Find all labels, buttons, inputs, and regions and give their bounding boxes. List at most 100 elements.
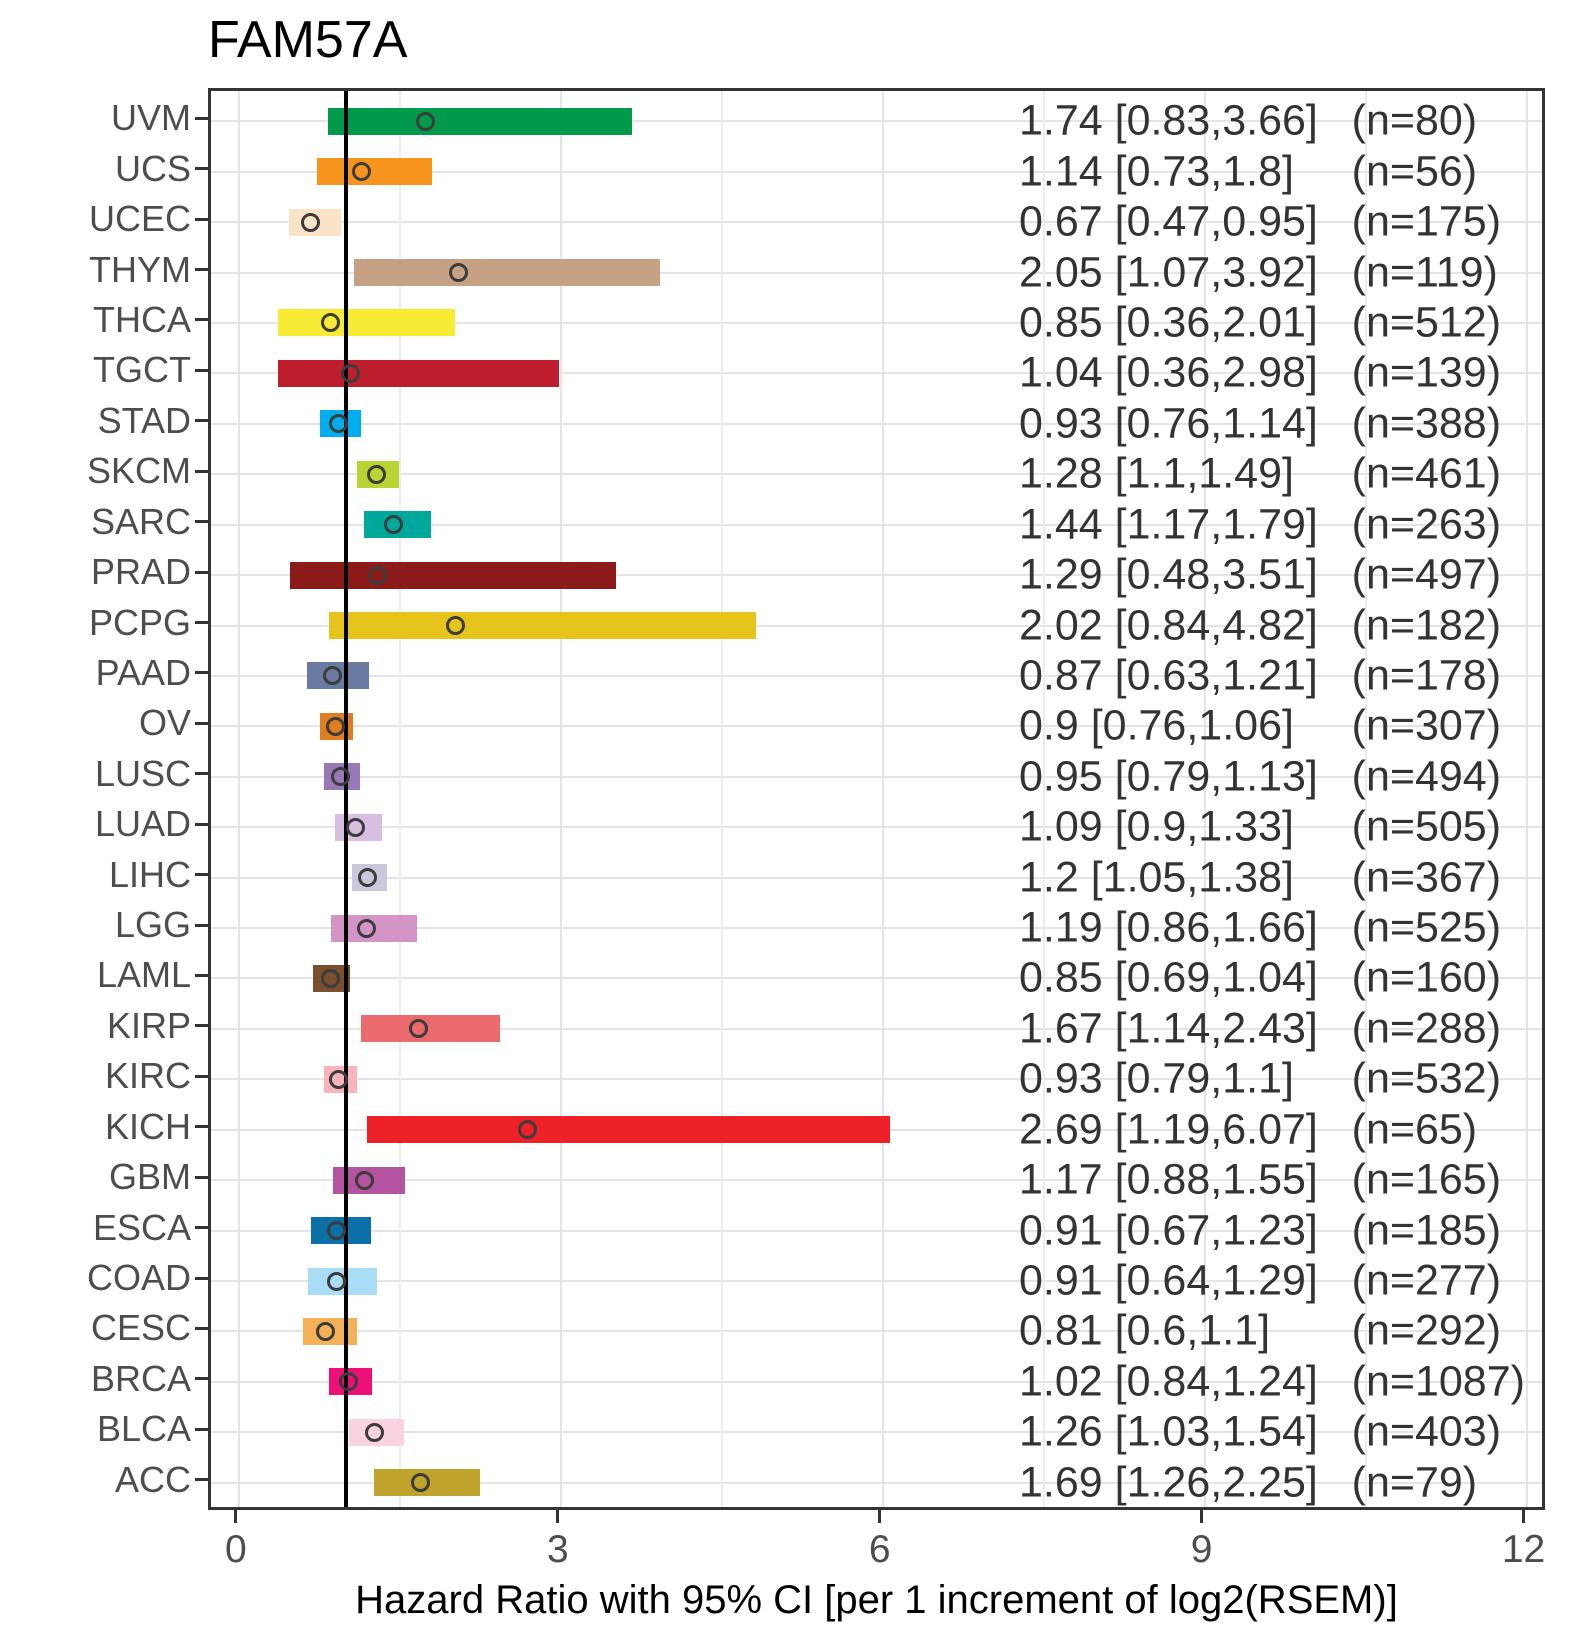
y-axis-label: ESCA xyxy=(92,1206,191,1248)
y-tick-mark xyxy=(195,469,208,473)
hr-ci-text: 1.2 [1.05,1.38] xyxy=(1018,853,1294,902)
y-tick-mark xyxy=(195,1478,208,1482)
y-axis-label: ACC xyxy=(114,1458,191,1500)
hr-ci-text: 1.17 [0.88,1.55] xyxy=(1018,1155,1318,1204)
sample-size-text: (n=497) xyxy=(1351,550,1502,599)
sample-size-text: (n=263) xyxy=(1351,500,1502,549)
hr-point-marker xyxy=(320,313,340,333)
sample-size-text: (n=532) xyxy=(1351,1054,1502,1103)
y-tick-mark xyxy=(195,268,208,272)
hr-point-marker xyxy=(357,918,377,938)
gridline-horizontal xyxy=(211,1280,1542,1283)
x-tick-mark xyxy=(556,1510,560,1523)
y-tick-mark xyxy=(195,217,208,221)
gridline-vertical-major xyxy=(1203,91,1206,1507)
hr-point-marker xyxy=(346,817,366,837)
gridline-horizontal xyxy=(211,422,1542,425)
hr-point-marker xyxy=(367,565,387,585)
ci-bar xyxy=(290,561,616,589)
y-axis-label: UCEC xyxy=(88,198,191,240)
y-axis-label: UVM xyxy=(111,97,191,139)
gridline-horizontal xyxy=(211,120,1542,123)
hr-ci-text: 1.28 [1.1,1.49] xyxy=(1018,449,1294,498)
y-tick-mark xyxy=(195,1125,208,1129)
gridline-horizontal xyxy=(211,372,1542,375)
hr-point-marker xyxy=(320,968,340,988)
x-tick-mark xyxy=(1522,1510,1526,1523)
hr-point-marker xyxy=(322,666,342,686)
hr-ci-text: 1.44 [1.17,1.79] xyxy=(1018,500,1318,549)
y-axis-label: PAAD xyxy=(95,651,191,693)
y-axis-label: KICH xyxy=(104,1105,191,1147)
y-tick-mark xyxy=(195,1074,208,1078)
hr-point-marker xyxy=(449,263,469,283)
y-tick-mark xyxy=(195,721,208,725)
gridline-horizontal xyxy=(211,674,1542,677)
hr-point-marker xyxy=(329,1069,349,1089)
gridline-vertical-major xyxy=(1525,91,1528,1507)
y-tick-mark xyxy=(195,1427,208,1431)
ci-bar xyxy=(277,309,455,337)
gridline-horizontal xyxy=(211,1431,1542,1434)
gridline-horizontal xyxy=(211,170,1542,173)
hr-point-marker xyxy=(316,1321,336,1341)
hr-ci-text: 1.02 [0.84,1.24] xyxy=(1018,1357,1318,1406)
gridline-horizontal xyxy=(211,523,1542,526)
hr-point-marker xyxy=(416,111,436,131)
gridline-horizontal xyxy=(211,221,1542,224)
ci-bar xyxy=(353,259,660,287)
sample-size-text: (n=367) xyxy=(1351,853,1502,902)
gridline-horizontal xyxy=(211,1027,1542,1030)
y-tick-mark xyxy=(195,973,208,977)
y-tick-mark xyxy=(195,1175,208,1179)
sample-size-text: (n=185) xyxy=(1351,1206,1502,1255)
hr-point-marker xyxy=(351,162,371,182)
ci-bar xyxy=(366,1116,891,1144)
hr-ci-text: 1.04 [0.36,2.98] xyxy=(1018,348,1318,397)
hr-ci-text: 1.26 [1.03,1.54] xyxy=(1018,1407,1318,1456)
hr-point-marker xyxy=(338,1372,358,1392)
sample-size-text: (n=512) xyxy=(1351,298,1502,347)
y-axis-label: KIRC xyxy=(104,1055,191,1097)
hr-ci-text: 1.19 [0.86,1.66] xyxy=(1018,903,1318,952)
hr-ci-text: 1.09 [0.9,1.33] xyxy=(1018,802,1294,851)
y-tick-mark xyxy=(195,1024,208,1028)
x-axis-tick-label: 9 xyxy=(1190,1528,1213,1571)
sample-size-text: (n=307) xyxy=(1351,701,1502,750)
y-tick-mark xyxy=(195,1326,208,1330)
y-axis-label: SARC xyxy=(90,500,191,542)
y-tick-mark xyxy=(195,520,208,524)
y-axis-label: PCPG xyxy=(88,601,191,643)
hr-ci-text: 2.05 [1.07,3.92] xyxy=(1018,248,1318,297)
y-tick-mark xyxy=(195,671,208,675)
sample-size-text: (n=288) xyxy=(1351,1004,1502,1053)
y-tick-mark xyxy=(195,772,208,776)
y-axis-label: SKCM xyxy=(86,450,191,492)
sample-size-text: (n=505) xyxy=(1351,802,1502,851)
y-axis-label: TGCT xyxy=(93,349,191,391)
y-axis-label: LUSC xyxy=(94,752,191,794)
gridline-vertical-minor xyxy=(1042,91,1045,1507)
y-axis-label: GBM xyxy=(108,1156,191,1198)
hr-ci-text: 0.67 [0.47,0.95] xyxy=(1018,197,1318,246)
hr-point-marker xyxy=(301,212,321,232)
y-tick-mark xyxy=(195,822,208,826)
plot-title: FAM57A xyxy=(208,11,408,69)
sample-size-text: (n=403) xyxy=(1351,1407,1502,1456)
sample-size-text: (n=178) xyxy=(1351,651,1502,700)
gridline-horizontal xyxy=(211,1330,1542,1333)
sample-size-text: (n=160) xyxy=(1351,953,1502,1002)
y-axis-label: KIRP xyxy=(106,1004,191,1046)
y-axis-label: LUAD xyxy=(94,803,191,845)
sample-size-text: (n=79) xyxy=(1351,1458,1478,1507)
sample-size-text: (n=56) xyxy=(1351,147,1478,196)
sample-size-text: (n=461) xyxy=(1351,449,1502,498)
gridline-horizontal xyxy=(211,1380,1542,1383)
hr-ci-text: 1.29 [0.48,3.51] xyxy=(1018,550,1318,599)
gridline-horizontal xyxy=(211,826,1542,829)
ci-bar xyxy=(361,1015,500,1043)
y-tick-mark xyxy=(195,570,208,574)
reference-line-hr1 xyxy=(344,91,349,1507)
y-axis-label: COAD xyxy=(86,1257,191,1299)
